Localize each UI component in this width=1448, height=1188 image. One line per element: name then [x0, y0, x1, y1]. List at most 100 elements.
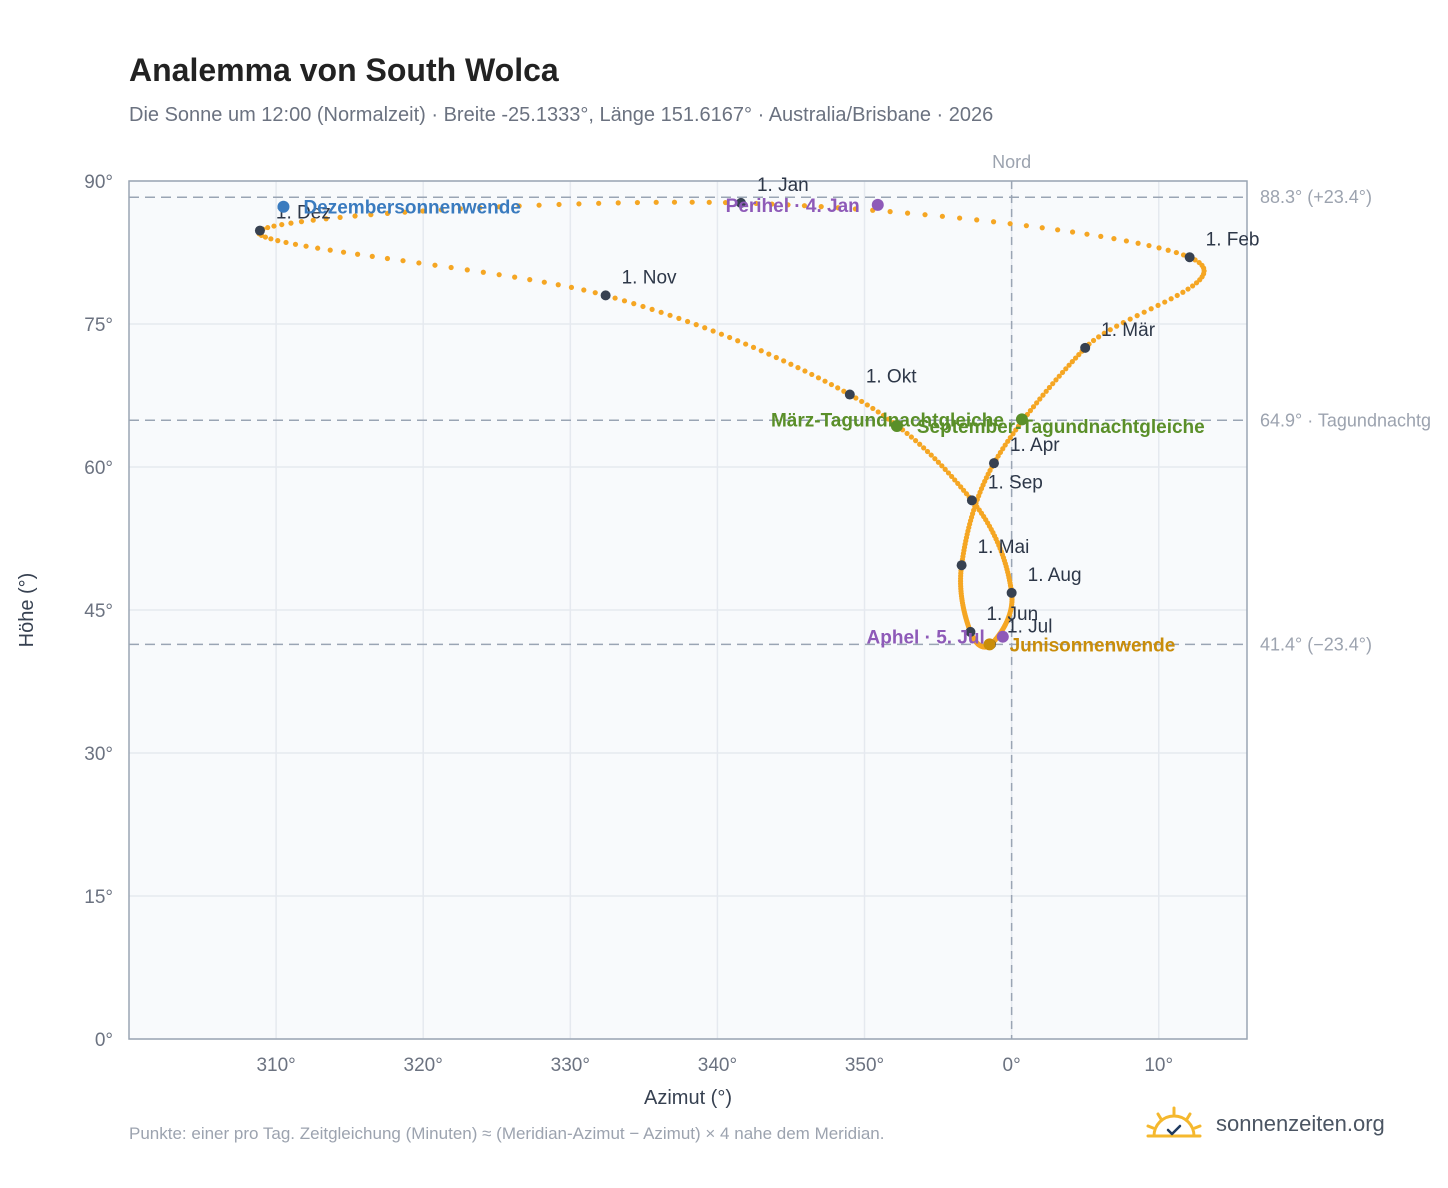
analemma-day-point: [402, 209, 408, 215]
event-marker: [1015, 413, 1028, 426]
analemma-day-point: [303, 243, 309, 249]
analemma-day-point: [1007, 221, 1013, 227]
analemma-day-point: [649, 306, 655, 312]
x-tick-label: 320°: [404, 1055, 443, 1076]
analemma-day-point: [852, 206, 858, 212]
analemma-day-point: [689, 199, 695, 205]
x-axis-label: Azimut (°): [644, 1087, 732, 1109]
analemma-day-point: [432, 262, 438, 268]
analemma-day-point: [1155, 302, 1161, 308]
analemma-day-point: [957, 215, 963, 221]
analemma-day-point: [667, 312, 673, 318]
analemma-day-point: [693, 322, 699, 328]
analemma-day-point: [1059, 369, 1066, 376]
analemma-day-point: [536, 202, 542, 208]
analemma-day-point: [795, 365, 801, 371]
analemma-day-point: [1156, 245, 1162, 251]
event-label: Junisonnenwende: [1010, 635, 1176, 656]
analemma-day-point: [913, 438, 919, 444]
month-marker: [600, 290, 611, 301]
month-marker: [988, 458, 999, 469]
month-label: 1. Sep: [988, 472, 1043, 493]
analemma-day-point: [949, 473, 955, 480]
analemma-day-point: [887, 209, 893, 215]
sun-check-icon: [1146, 1106, 1202, 1138]
analemma-day-point: [769, 201, 775, 207]
analemma-day-point: [512, 274, 518, 280]
analemma-day-point: [368, 212, 374, 218]
analemma-day-point: [1101, 330, 1107, 336]
analemma-day-point: [676, 315, 682, 321]
month-marker: [1080, 342, 1091, 353]
analemma-day-point: [384, 210, 391, 217]
analemma-day-point: [568, 284, 575, 290]
analemma-day-point: [448, 264, 454, 271]
month-label: 1. Aug: [1028, 565, 1082, 586]
y-tick-label: 90°: [84, 172, 113, 193]
analemma-day-point: [292, 241, 299, 247]
analemma-day-point: [384, 255, 391, 262]
analemma-day-point: [1030, 404, 1037, 410]
analemma-day-point: [781, 358, 787, 364]
analemma-day-point: [835, 385, 841, 391]
month-label: 1. Apr: [1010, 435, 1060, 456]
analemma-day-point: [279, 221, 285, 228]
analemma-day-point: [864, 402, 870, 408]
analemma-day-point: [477, 205, 483, 211]
analemma-day-point: [766, 351, 772, 357]
analemma-day-point: [904, 210, 911, 216]
analemma-day-point: [268, 236, 274, 242]
analemma-day-point: [1096, 334, 1102, 340]
analemma-day-point: [323, 216, 329, 222]
analemma-day-point: [265, 224, 271, 231]
month-label: 1. Jun: [986, 604, 1038, 625]
analemma-day-point: [801, 203, 808, 209]
analemma-day-point: [960, 487, 967, 493]
axis-ticks: 310° 320° 330° 340° 350° 0° 10° 0° 15° 30° 45° 60° 7…: [84, 172, 1173, 1076]
analemma-day-point: [785, 202, 791, 208]
analemma-day-point: [1055, 227, 1061, 233]
analemma-day-point: [1076, 352, 1082, 358]
analemma-day-point: [457, 206, 463, 212]
analemma-day-point: [684, 318, 691, 325]
analemma-day-point: [555, 282, 561, 288]
analemma-day-point: [400, 258, 406, 264]
analemma-day-point: [904, 430, 910, 437]
y-tick-label: 45°: [84, 601, 113, 622]
month-label: 1. Nov: [622, 267, 677, 288]
analemma-day-point: [576, 201, 582, 207]
brand-name: sonnenzeiten.org: [1216, 1111, 1385, 1136]
month-label: 1. Mai: [978, 537, 1030, 558]
month-marker: [965, 626, 976, 637]
analemma-day-point: [917, 441, 923, 447]
analemma-day-point: [1173, 249, 1179, 256]
analemma-day-point: [1007, 434, 1013, 441]
event-label: Aphel · 5. Jul: [867, 628, 985, 649]
analemma-day-point: [596, 200, 602, 206]
analemma-day-point: [1010, 431, 1016, 437]
y-tick-label: 75°: [84, 315, 113, 336]
analemma-day-point: [1148, 306, 1154, 312]
analemma-day-point: [1023, 223, 1029, 229]
event-label: Perihel · 4. Jan: [726, 196, 860, 217]
analemma-day-point: [671, 199, 678, 205]
event-label: März-Tagundnachtgleiche: [771, 410, 1004, 431]
analemma-day-point: [1005, 438, 1011, 444]
analemma-day-point: [416, 260, 422, 266]
analemma-day-point: [541, 279, 547, 285]
analemma-day-point: [337, 214, 343, 220]
analemma-day-point: [496, 272, 502, 278]
analemma-day-point: [1141, 309, 1147, 315]
analemma-day-point: [464, 267, 470, 273]
analemma-day-point: [1168, 296, 1174, 302]
analemma-day-point: [802, 368, 808, 374]
event-markers: Dezembersonnenwende Perihel · 4. Jan März-…: [277, 196, 1205, 656]
analemma-day-point: [939, 213, 945, 219]
y-tick-label: 30°: [84, 744, 113, 765]
brand[interactable]: sonnenzeiten.org: [1146, 1104, 1385, 1144]
analemma-day-point: [718, 331, 725, 337]
analemma-day-point: [841, 388, 847, 394]
month-marker: [254, 225, 265, 236]
analemma-day-point: [853, 395, 859, 401]
